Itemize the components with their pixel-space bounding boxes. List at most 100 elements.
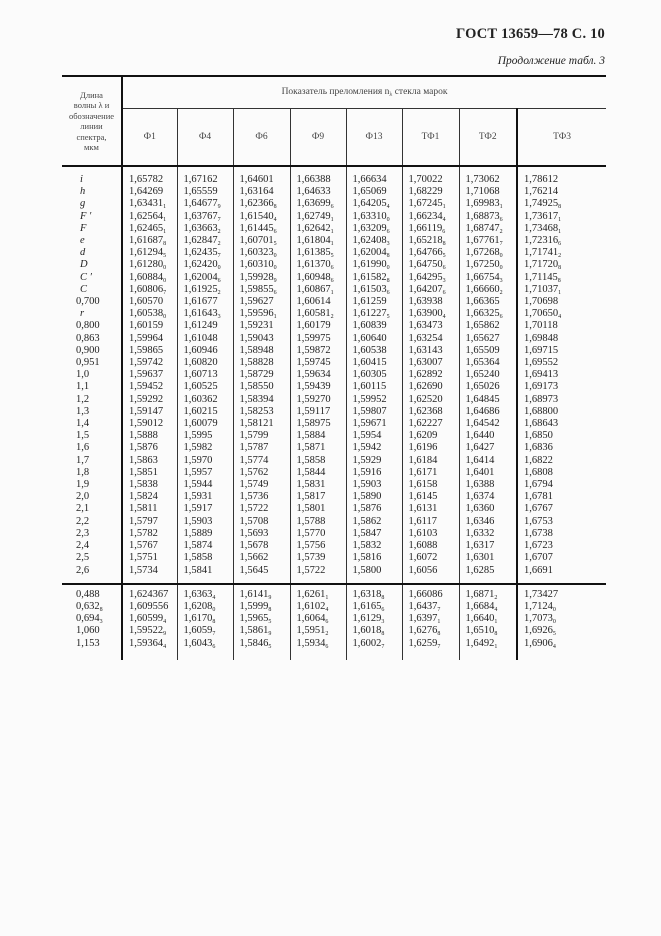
cell-value: 1,60806 bbox=[129, 283, 164, 295]
table-cell: 1,6401 bbox=[458, 466, 517, 480]
table-row: 2,2 1,5797 1,5903 1,5708 1,5788 1,5862 1,6117 1… bbox=[62, 515, 606, 528]
table-cell: 1,60820 bbox=[176, 357, 233, 370]
table-cell: 1,58550 bbox=[232, 381, 290, 394]
table-cell: 1,63164 bbox=[232, 186, 290, 199]
table-cell: 1,59998 bbox=[232, 600, 290, 614]
table-cell: 1,619252 bbox=[176, 283, 233, 297]
cell-value: 1,6117 bbox=[408, 515, 438, 527]
cell-value: 1,61227 bbox=[352, 308, 387, 320]
cell-value: 1,6401 bbox=[465, 466, 495, 478]
cell-subscript-digit: 7 bbox=[381, 643, 385, 650]
table-continuation-label: Продолжение табл. 3 bbox=[497, 55, 605, 67]
table-cell: 1,661196 bbox=[401, 222, 459, 236]
cell-subscript-digit: 1 bbox=[558, 289, 562, 296]
table-cell: 1,5888 bbox=[121, 430, 177, 443]
cell-value: 1,61540 bbox=[239, 210, 274, 222]
table-cell: 1,666602 bbox=[458, 283, 517, 297]
table-cell: 1,5800 bbox=[345, 564, 402, 584]
cell-subscript-digit: 0 bbox=[386, 216, 390, 223]
cell-value: 1,5862 bbox=[352, 515, 382, 527]
cell-value: 1,71037 bbox=[524, 283, 559, 295]
cell-value: 1,5874 bbox=[183, 540, 213, 552]
cell-value: 1,5903 bbox=[183, 515, 213, 527]
cell-value: 1,7073 bbox=[524, 613, 553, 625]
cell-subscript-digit: 8 bbox=[268, 606, 272, 613]
cell-value: 1,69173 bbox=[524, 381, 559, 393]
cell-value: 1,62227 bbox=[408, 418, 443, 430]
row-label: d bbox=[62, 247, 123, 260]
cell-subscript-digit: 0 bbox=[552, 619, 556, 626]
cell-value: 1,6158 bbox=[408, 479, 438, 491]
cell-value: 1,63007 bbox=[408, 357, 443, 369]
table-cell: 1,652188 bbox=[401, 235, 459, 248]
table-cell: 1,5831 bbox=[289, 479, 346, 492]
column-header: Ф4 bbox=[176, 108, 233, 166]
table-cell: 1,65559 bbox=[176, 186, 233, 199]
cell-subscript-digit: 8 bbox=[273, 204, 277, 211]
table-cell: 1,60215 bbox=[176, 405, 233, 419]
cell-value: 1,5995 bbox=[183, 430, 213, 442]
cell-value: 1,59928 bbox=[239, 271, 274, 283]
cell-value: 0,951 bbox=[76, 357, 100, 369]
table-cell: 1,646779 bbox=[176, 198, 233, 211]
row-label: F ′ bbox=[62, 210, 123, 223]
cell-value: 1,5884 bbox=[296, 430, 326, 442]
table-cell: 1,6707 bbox=[516, 552, 606, 565]
cell-value: 1,5889 bbox=[183, 527, 213, 539]
cell-subscript-digit: 6 bbox=[330, 277, 334, 284]
table-cell: 1,59043 bbox=[232, 332, 290, 345]
cell-value: 1,59637 bbox=[129, 369, 164, 381]
table-cell: 1,613706 bbox=[289, 259, 346, 272]
cell-value: 1,5788 bbox=[296, 515, 326, 527]
cell-value: 1,5799 bbox=[239, 430, 269, 442]
table-cell: 1,78612 bbox=[516, 167, 606, 187]
cell-value: 1,73427 bbox=[524, 588, 559, 600]
table-cell: 1,736171 bbox=[516, 210, 606, 223]
table-cell: 1,62690 bbox=[401, 381, 459, 394]
cell-value: 1,6427 bbox=[465, 442, 495, 454]
cell-value: 1,5816 bbox=[352, 552, 382, 564]
cell-value: 1,5944 bbox=[183, 479, 213, 491]
table-cell: 1,65069 bbox=[345, 186, 402, 199]
cell-subscript-digit: 1 bbox=[325, 594, 329, 601]
cell-subscript-digit: 2 bbox=[217, 289, 221, 296]
row-label: 1,0 bbox=[62, 369, 123, 382]
table-cell: 1,615404 bbox=[232, 210, 290, 223]
table-cell: 1,5954 bbox=[345, 430, 402, 443]
cell-value: 1,5831 bbox=[296, 479, 326, 491]
cell-value: 1,60538 bbox=[352, 344, 387, 356]
table-row: 1,1 1,59452 1,60525 1,58550 1,59439 1,60115 1,… bbox=[62, 381, 606, 394]
cell-value: 1,3 bbox=[76, 405, 90, 417]
cell-value: 1,5929 bbox=[352, 454, 382, 466]
row-label: g bbox=[62, 198, 123, 211]
cell-value: 1,60415 bbox=[352, 357, 387, 369]
cell-value: 1,060 bbox=[76, 625, 100, 637]
cell-value: 1,609556 bbox=[129, 600, 169, 612]
cell-value: 1,6285 bbox=[465, 564, 495, 576]
cell-subscript-digit: 1 bbox=[330, 228, 334, 235]
cell-value: 1,68973 bbox=[524, 393, 559, 405]
row-label: F bbox=[62, 222, 123, 236]
cell-value: 1,59975 bbox=[296, 332, 331, 344]
cell-subscript-digit: 3 bbox=[381, 619, 385, 626]
cell-value: 1,6346 bbox=[465, 515, 495, 527]
table-cell: 1,711458 bbox=[516, 271, 606, 284]
table-cell: 1,71068 bbox=[458, 186, 517, 199]
cell-value: 1,59522 bbox=[129, 625, 164, 637]
cell-value: 1,6723 bbox=[524, 540, 553, 552]
table-cell: 1,647665 bbox=[401, 247, 459, 260]
table-cell: 1,64377 bbox=[401, 600, 459, 614]
table-row: 0,800 1,60159 1,61249 1,59231 1,60179 1,60839… bbox=[62, 320, 606, 333]
cell-value: 1,61385 bbox=[296, 247, 331, 259]
table-cell: 1,624367 bbox=[121, 584, 177, 601]
cell-value: 1,59147 bbox=[129, 405, 164, 417]
cell-subscript-digit: 5 bbox=[442, 253, 446, 260]
cell-value: 1,6781 bbox=[524, 491, 553, 503]
table-cell: 1,603100 bbox=[232, 259, 290, 272]
cell-value: C bbox=[80, 283, 88, 295]
cell-value: 1,58550 bbox=[239, 381, 274, 393]
table-cell: 1,70118 bbox=[516, 320, 606, 333]
row-label: 1,3 bbox=[62, 405, 123, 419]
table-cell: 1,6767 bbox=[516, 503, 606, 516]
table-cell: 1,5767 bbox=[121, 540, 177, 553]
